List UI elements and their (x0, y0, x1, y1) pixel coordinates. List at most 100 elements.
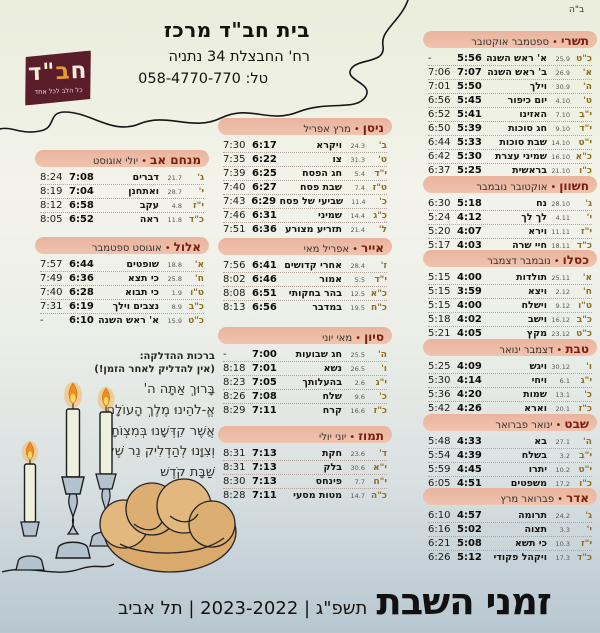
shabbat-row: כ' 9.6 שלח 7:08 8:26 (223, 389, 387, 403)
month-rows: ג' 21.7 דברים 7:08 8:24 י' 28.7 ואתחנן 7:04 8:19 י… (35, 171, 209, 226)
hebrew-date: ט"ז (372, 182, 387, 193)
parsha-name: וישב (527, 314, 547, 325)
candle-lighting-time: 5:41 (457, 109, 482, 120)
shabbat-end-time: 7:57 (40, 259, 63, 270)
shabbat-row: י"ב 7.10 האזינו 5:41 6:52 (428, 107, 592, 121)
civil-date: 3.3 (559, 525, 570, 534)
civil-date: 20.1 (555, 404, 570, 413)
shabbat-end-time: 6:26 (428, 552, 451, 563)
shabbat-end-time: - (223, 349, 227, 360)
shabbat-row: ג' 21.7 דברים 7:08 8:24 (40, 171, 204, 184)
hebrew-date: כ"ה (371, 490, 387, 501)
month-gregorian: מרץ אפריל (303, 124, 351, 135)
civil-date: 17.3 (555, 553, 570, 562)
shabbat-row: כ"ב 8.9 נצבים וילך 6:19 7:31 (40, 299, 204, 313)
hebrew-date: כ"ז (578, 403, 592, 414)
shabbat-row: י"א 30.6 בלק 7:13 8:31 (223, 460, 387, 474)
shabbat-row: כ"ה 14.7 מטות מסעי 7:11 8:28 (223, 488, 387, 502)
candle-lighting-time: 4:39 (457, 450, 482, 461)
blessing-line: בָּרוּךְ אַתָּה ה' (143, 382, 215, 397)
parsha-name: תזריע מצורע (285, 224, 342, 235)
month-name: ניסן (362, 121, 384, 135)
hebrew-date: י"ז (581, 226, 592, 237)
shabbat-end-time: 5:36 (428, 389, 451, 400)
parsha-name: תולדות (516, 272, 547, 283)
shabbat-row: כ"ח 19.5 במדבר 6:56 8:13 (223, 300, 387, 314)
month-header: תמוז•יוני יולי (218, 426, 392, 443)
bullet-separator: • (141, 156, 148, 167)
shabbat-row: י"ג 6.1 ויחי 4:14 5:30 (428, 373, 592, 387)
blessing-title: ברכות ההדלקה: (139, 351, 215, 362)
candle-lighting-time: 7:05 (252, 377, 277, 388)
candle-lighting-time: 7:11 (252, 490, 277, 501)
parsha-name: ויצא (527, 286, 547, 297)
civil-date: 28.10 (551, 199, 570, 208)
civil-date: 12.5 (350, 289, 365, 298)
hebrew-date: ב' (378, 140, 387, 151)
parsha-name: בא (534, 436, 547, 447)
shabbat-end-time: 6:37 (428, 165, 451, 176)
shabbat-row: י"ז 11.11 וירא 4:07 5:20 (428, 224, 592, 238)
month-name: תמוז (358, 429, 384, 443)
civil-date: 14.7 (350, 491, 365, 500)
bullet-separator: • (550, 182, 557, 193)
candle-lighting-time: 6:19 (69, 301, 94, 312)
candle-lighting-time: 7:08 (252, 391, 277, 402)
hebrew-date: י"ט (578, 464, 592, 475)
hebrew-date: י"ד (374, 274, 387, 285)
parsha-name: כי תבוא (125, 287, 159, 298)
blessing-text: בָּרוּךְ אַתָּה ה' אֱ-לֹהֵינוּ מֶלֶךְ הָע… (57, 380, 215, 484)
hebrew-date: י"ב (579, 450, 592, 461)
shabbat-row: ה' 30.9 וילך 5:50 7:01 (428, 79, 592, 93)
civil-date: 10.3 (555, 539, 570, 548)
shabbat-end-time: 6:21 (428, 538, 451, 549)
hebrew-date: ג' (197, 172, 204, 183)
month-rows: ג' 28.10 נח 5:18 6:30 י' 4.11 לך לך 4:12 5:24 י"ז 1… (423, 197, 597, 252)
month-header: חשוון•אוקטובר נובמבר (423, 176, 597, 193)
parsha-name: לך לך (521, 212, 547, 223)
candle-lighting-time: 4:14 (457, 375, 482, 386)
candle-lighting-time: 4:00 (457, 272, 482, 283)
hebrew-date: ט"ו (190, 287, 204, 298)
hebrew-date: ו' (381, 363, 387, 374)
hebrew-date: י"ג (375, 377, 387, 388)
month-header: אדר•פברואר מרץ (423, 488, 597, 505)
parsha-name: וילך (529, 81, 547, 92)
civil-date: 23.6 (350, 449, 365, 458)
shabbat-end-time: 8:31 (223, 448, 246, 459)
hebrew-date: כ' (584, 389, 592, 400)
bullet-separator: • (349, 432, 356, 443)
shabbat-row: כ"א 16.10 שמיני עצרת 5:30 6:42 (428, 149, 592, 163)
parsha-name: בהעלותך (302, 377, 342, 388)
shabbat-end-time: 7:06 (428, 67, 451, 78)
shabbat-end-time: 7:30 (223, 140, 246, 151)
candle-lighting-time: 6:25 (252, 168, 277, 179)
month-name: אלול (173, 240, 201, 254)
shabbat-end-time: 6:16 (428, 524, 451, 535)
phone-line: טל: 058-4770-770 (138, 71, 268, 87)
hebrew-date: ט' (378, 154, 387, 165)
candle-lighting-time: 6:36 (69, 273, 94, 284)
parsha-name: קרח (322, 405, 342, 416)
shabbat-end-time: 5:15 (428, 272, 451, 283)
parsha-name: חג שבועות (295, 349, 342, 360)
candle-lighting-time: 5:33 (457, 137, 482, 148)
shabbat-row: י"ד 5.4 חג הפסח 6:25 7:39 (223, 166, 387, 180)
hebrew-date: י"ג (580, 375, 592, 386)
civil-date: 1.9 (171, 288, 182, 297)
hebrew-date: כ"ב (188, 301, 204, 312)
shabbat-row: ו' 26.5 נשא 7:01 8:18 (223, 361, 387, 375)
parsha-name: שבת סוכות (499, 137, 547, 148)
parsha-name: יום כיפור (507, 95, 547, 106)
candle-lighting-time: 5:39 (457, 123, 482, 134)
shabbat-row: כ"ט 25.9 א' ראש השנה 5:56 - (428, 52, 592, 65)
shabbat-row: י"ג 2.6 בהעלותך 7:05 8:23 (223, 375, 387, 389)
parsha-name: מטות מסעי (293, 490, 342, 501)
shabbat-end-time: 5:20 (428, 226, 451, 237)
month-rows: ה' 25.5 חג שבועות 7:00- ו' 26.5 נשא 7:01 8:18 י"ג… (218, 348, 392, 417)
shabbat-row: י"ח 7.7 פינחס 7:13 8:30 (223, 474, 387, 488)
shabbat-row: כ"ז 20.1 וארא 4:26 5:42 (428, 401, 592, 415)
candle-lighting-time: 5:25 (457, 165, 482, 176)
shabbat-end-time: 6:42 (428, 151, 451, 162)
parsha-name: שבת פסח (299, 182, 342, 193)
